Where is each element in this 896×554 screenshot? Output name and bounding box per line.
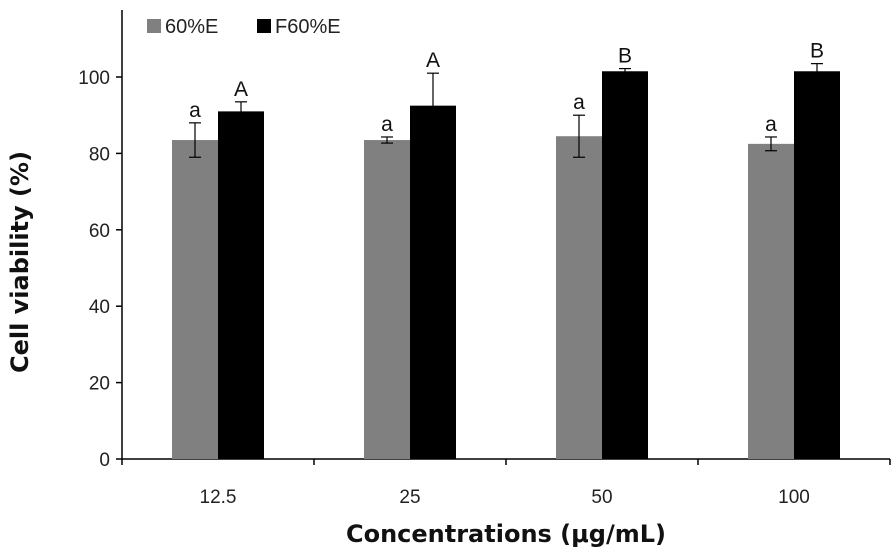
y-tick-label: 20 — [89, 374, 110, 395]
y-ticks: 0 20 40 60 80 100 — [78, 68, 122, 471]
x-tick-label: 25 — [399, 487, 420, 508]
y-tick-label: 80 — [89, 144, 110, 165]
y-tick-label: 40 — [89, 297, 110, 318]
bar — [602, 71, 648, 460]
bar — [410, 105, 456, 460]
significance-label: a — [765, 113, 777, 136]
bar — [556, 136, 602, 459]
y-axis-title: Cell viability (%) — [6, 151, 34, 373]
legend-swatch — [147, 19, 161, 33]
x-ticks: 12.5 25 50 100 — [121, 459, 891, 508]
x-tick-label: 50 — [591, 487, 612, 508]
y-tick-label: 100 — [78, 68, 110, 89]
bars — [172, 71, 840, 460]
significance-label: a — [189, 99, 201, 122]
y-tick-label: 0 — [99, 450, 110, 471]
error-bars — [189, 63, 823, 158]
significance-label: B — [618, 45, 632, 68]
significance-label: A — [234, 78, 248, 101]
x-tick-label: 12.5 — [200, 487, 237, 508]
significance-label: A — [426, 49, 440, 72]
significance-label: a — [573, 91, 585, 114]
bar — [748, 143, 794, 459]
significance-label: a — [381, 113, 393, 136]
legend-swatch — [257, 19, 271, 33]
bar — [364, 140, 410, 459]
significance-label: B — [810, 40, 824, 63]
x-axis-title: Concentrations (μg/mL) — [346, 520, 666, 548]
legend-label: F60%E — [275, 16, 341, 38]
bar — [172, 140, 218, 459]
y-tick-label: 60 — [89, 221, 110, 242]
significance-labels: a a a a A A B B — [189, 40, 824, 136]
legend-label: 60%E — [165, 16, 218, 38]
x-tick-label: 100 — [778, 487, 810, 508]
bar — [794, 71, 840, 460]
bar — [218, 111, 264, 459]
legend: 60%E F60%E — [147, 16, 341, 38]
